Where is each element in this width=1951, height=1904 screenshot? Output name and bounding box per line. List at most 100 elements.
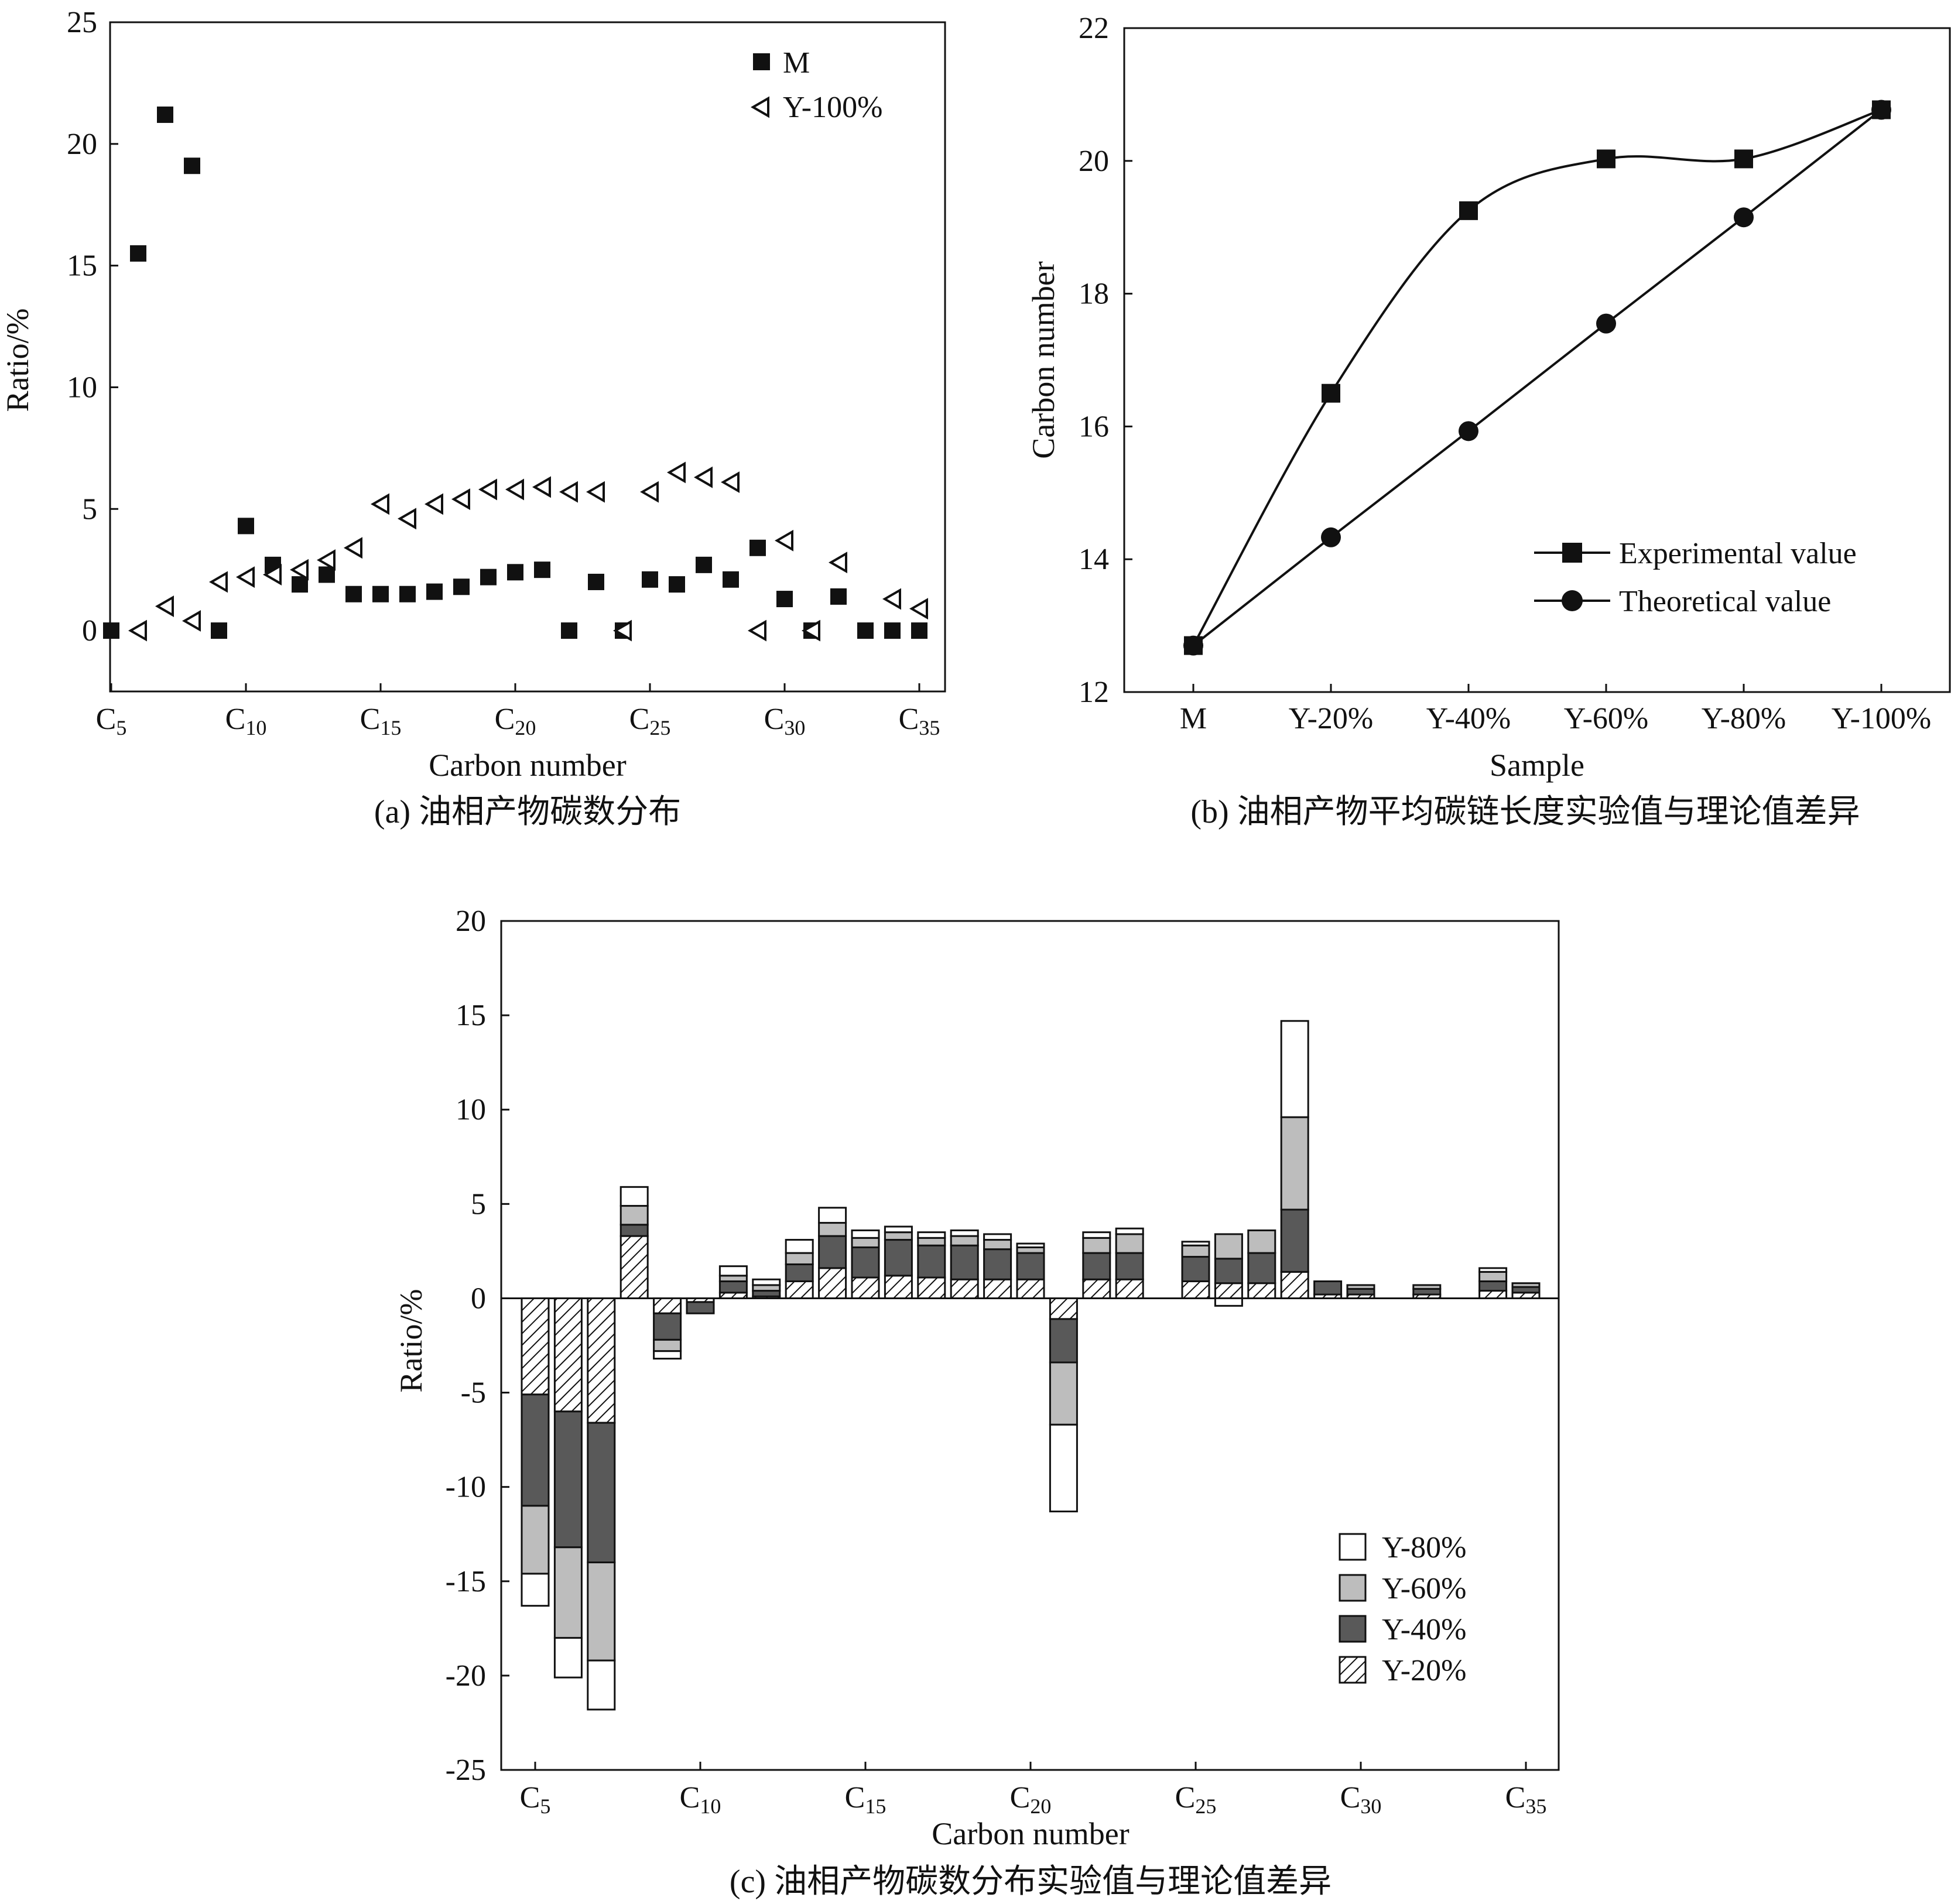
data-point-m bbox=[723, 571, 739, 588]
data-point-m bbox=[669, 576, 685, 593]
panel-c-y-axis-label: Ratio/% bbox=[393, 1289, 429, 1393]
data-point-m bbox=[480, 569, 497, 585]
bar-segment-y-60pct bbox=[1346, 1284, 1375, 1290]
data-point-m bbox=[130, 245, 146, 262]
legend-swatch-y80 bbox=[1339, 1533, 1367, 1561]
panel-b-x-axis-label: Sample bbox=[1490, 748, 1584, 783]
bar-segment-y-20pct bbox=[851, 1276, 880, 1299]
legend-swatch-y40 bbox=[1339, 1615, 1367, 1643]
y-tick-label: -15 bbox=[446, 1565, 486, 1598]
bar-segment-y-60pct bbox=[1214, 1233, 1243, 1260]
legend-label-y60: Y-60% bbox=[1382, 1572, 1466, 1605]
panel-a-y-axis-label: Ratio/% bbox=[0, 309, 35, 412]
data-point-y100 bbox=[128, 619, 147, 642]
bar-segment-y-60pct bbox=[884, 1231, 913, 1241]
data-point-y100 bbox=[882, 588, 901, 610]
bar-segment-y-40pct bbox=[718, 1280, 748, 1294]
x-tick-label: Y-60% bbox=[1564, 702, 1648, 735]
panel-a-legend: M Y-100% bbox=[750, 46, 882, 124]
panel-a-caption: (a) 油相产物碳数分布 bbox=[374, 794, 681, 830]
data-point-m bbox=[184, 157, 200, 174]
x-tick-label: Y-100% bbox=[1832, 702, 1931, 735]
legend-label-y80: Y-80% bbox=[1382, 1531, 1466, 1564]
data-point-y100 bbox=[424, 493, 443, 515]
x-tick-label: C20 bbox=[1010, 1781, 1052, 1818]
bar-segment-y-40pct bbox=[1049, 1318, 1078, 1364]
data-point-m bbox=[911, 622, 927, 639]
data-point-m bbox=[426, 583, 443, 600]
bar-segment-y-60pct bbox=[1412, 1284, 1442, 1290]
bar-segment-y-40pct bbox=[1016, 1252, 1045, 1280]
bar-segment-y-20pct bbox=[1115, 1278, 1144, 1299]
bar-segment-y-40pct bbox=[950, 1244, 979, 1280]
x-tick-label: C25 bbox=[629, 703, 671, 739]
data-point-theoretical bbox=[1734, 207, 1754, 228]
panel-c-bars bbox=[501, 1020, 1559, 1711]
bar-segment-y-40pct bbox=[1214, 1258, 1243, 1285]
legend-label-y40: Y-40% bbox=[1382, 1613, 1466, 1646]
bar-segment-y-20pct bbox=[653, 1297, 682, 1314]
data-point-experimental bbox=[1734, 149, 1753, 169]
bar-segment-y-20pct bbox=[1181, 1280, 1210, 1299]
x-tick-label: C15 bbox=[845, 1781, 886, 1818]
bar-segment-y-40pct bbox=[851, 1246, 880, 1279]
panel-a-scatter-chart: 0 5 10 15 20 25 C5 C10 C15 C20 C25 C30 C35 Carbon n… bbox=[0, 6, 946, 830]
panel-c-caption: (c) 油相产物碳数分布实验值与理论值差异 bbox=[730, 1864, 1332, 1900]
legend-label-y100: Y-100% bbox=[783, 91, 882, 124]
y-tick-label: 16 bbox=[1079, 410, 1109, 443]
bar-segment-y-40pct bbox=[1082, 1252, 1111, 1280]
bar-segment-y-20pct bbox=[785, 1280, 814, 1299]
legend-swatch-y20 bbox=[1339, 1656, 1367, 1684]
data-point-y100 bbox=[666, 461, 686, 484]
data-point-y100 bbox=[316, 549, 336, 571]
data-point-y100 bbox=[909, 598, 928, 620]
x-tick-label: C15 bbox=[360, 703, 402, 739]
bar-segment-y-40pct bbox=[983, 1248, 1012, 1280]
panel-a-x-axis-label: Carbon number bbox=[429, 748, 626, 783]
bar-segment-y-20pct bbox=[587, 1297, 616, 1424]
bar-segment-y-80pct bbox=[752, 1278, 781, 1286]
theoretical-value-line bbox=[1192, 108, 1882, 647]
legend-marker-experimental bbox=[1562, 543, 1582, 563]
data-point-y100 bbox=[182, 610, 201, 632]
bar-segment-y-40pct bbox=[1247, 1252, 1276, 1285]
bar-segment-y-80pct bbox=[1478, 1267, 1508, 1273]
data-point-y100 bbox=[801, 619, 820, 642]
data-point-y100 bbox=[262, 564, 282, 585]
data-point-y100 bbox=[397, 508, 416, 530]
data-point-m bbox=[642, 571, 658, 588]
data-point-y100 bbox=[208, 571, 228, 593]
x-tick-label: C30 bbox=[1340, 1781, 1382, 1818]
data-point-y100 bbox=[451, 488, 470, 511]
bar-segment-y-80pct bbox=[983, 1233, 1012, 1241]
x-tick-label: C25 bbox=[1175, 1781, 1217, 1818]
data-point-m bbox=[292, 576, 308, 593]
bar-segment-y-20pct bbox=[950, 1278, 979, 1299]
panel-c-x-axis: C5 C10 C15 C20 C25 C30 C35 bbox=[520, 1762, 1546, 1818]
bar-segment-y-80pct bbox=[653, 1350, 682, 1360]
data-point-m bbox=[857, 622, 874, 639]
data-point-y100 bbox=[639, 481, 659, 503]
data-point-y100 bbox=[478, 478, 497, 501]
bar-segment-y-60pct bbox=[818, 1222, 847, 1237]
panel-a-data-points bbox=[103, 106, 928, 642]
legend-label-y20: Y-20% bbox=[1382, 1654, 1466, 1687]
data-point-m bbox=[399, 585, 416, 602]
bar-segment-y-20pct bbox=[1082, 1278, 1111, 1299]
bar-segment-y-20pct bbox=[553, 1297, 583, 1413]
legend-label-m: M bbox=[783, 46, 810, 80]
bar-segment-y-60pct bbox=[1181, 1244, 1210, 1258]
panel-b-data-series bbox=[1183, 100, 1891, 656]
bar-segment-y-80pct bbox=[1214, 1297, 1243, 1307]
bar-segment-y-20pct bbox=[1247, 1282, 1276, 1299]
data-point-y100 bbox=[289, 559, 309, 581]
bar-segment-y-80pct bbox=[1280, 1020, 1309, 1118]
bar-segment-y-40pct bbox=[587, 1422, 616, 1564]
bar-segment-y-40pct bbox=[1313, 1280, 1343, 1296]
bar-segment-y-20pct bbox=[521, 1297, 550, 1396]
bar-segment-y-60pct bbox=[1247, 1229, 1276, 1254]
bar-segment-y-40pct bbox=[785, 1263, 814, 1282]
bar-segment-y-20pct bbox=[1016, 1278, 1045, 1299]
data-point-experimental bbox=[1459, 201, 1478, 220]
x-tick-label: Y-40% bbox=[1426, 702, 1511, 735]
